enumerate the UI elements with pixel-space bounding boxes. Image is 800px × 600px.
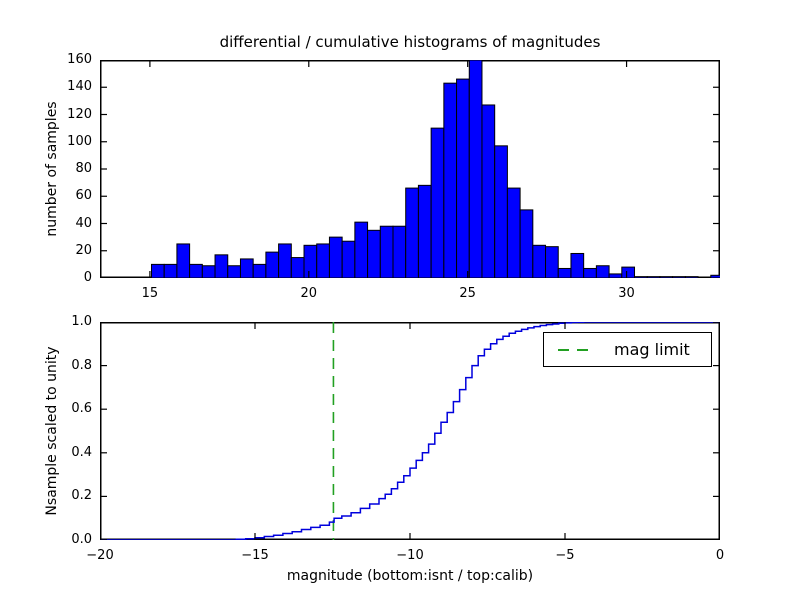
histogram-bar <box>646 276 661 278</box>
histogram-bar <box>672 276 686 278</box>
tick-label: 20 <box>300 286 318 301</box>
histogram-bar <box>443 82 458 278</box>
histogram-bar <box>430 127 445 278</box>
tick-label: 80 <box>75 161 92 176</box>
histogram-bar <box>239 258 254 278</box>
top-axes-differential-histogram <box>100 60 720 278</box>
histogram-bar <box>634 276 648 278</box>
tick-label: 40 <box>75 215 92 231</box>
histogram-bar <box>227 265 241 278</box>
tick-label: 100 <box>67 133 92 149</box>
histogram-bar <box>595 265 610 278</box>
tick-label: 0.0 <box>71 532 92 547</box>
histogram-bar <box>519 209 534 278</box>
tick-label: 0.8 <box>71 357 92 373</box>
tick-label: 1.0 <box>71 314 92 329</box>
histogram-bar <box>506 187 521 278</box>
bottom-axes-cumulative-histogram <box>100 322 720 540</box>
histogram-bar <box>405 187 419 278</box>
bottom-y-axis-label: Nsample scaled to unity <box>44 346 60 516</box>
histogram-bar <box>417 184 432 278</box>
dashed-line-sample <box>558 348 596 351</box>
histogram-bar <box>583 267 597 278</box>
tick-marks <box>100 322 720 540</box>
histogram-bar <box>150 263 165 278</box>
histogram-bar <box>316 243 330 278</box>
histogram-bar <box>303 244 318 278</box>
histogram-bar <box>684 276 699 278</box>
histogram-bar <box>570 252 585 278</box>
tick-label: −5 <box>555 548 575 563</box>
histogram-bar <box>392 225 407 278</box>
histogram-bar <box>468 60 483 278</box>
cumulative-curve <box>100 322 720 540</box>
histogram-bar <box>367 229 381 278</box>
histogram-bar <box>608 273 623 278</box>
histogram-bar <box>532 244 547 278</box>
histogram-bar <box>214 254 229 278</box>
tick-label: 160 <box>67 52 92 67</box>
tick-label: 60 <box>75 188 92 204</box>
histogram-bar <box>354 221 369 278</box>
tick-label: 120 <box>67 106 92 122</box>
tick-label: 15 <box>141 286 159 301</box>
histogram-bar <box>278 243 292 278</box>
tick-label: 140 <box>67 79 92 95</box>
tick-label: 30 <box>618 286 635 301</box>
tick-label: 0.6 <box>71 401 92 417</box>
legend-label: mag limit <box>614 340 690 359</box>
histogram-bar <box>379 225 394 278</box>
tick-label: −10 <box>396 548 424 563</box>
histogram-bar <box>163 263 178 278</box>
histogram-bar <box>481 104 496 278</box>
tick-label: 25 <box>459 286 476 301</box>
histogram-bar <box>290 257 305 278</box>
histogram-bar <box>456 78 470 278</box>
bottom-x-axis-label: magnitude (bottom:isnt / top:calib) <box>286 568 534 584</box>
histogram-bar <box>265 251 280 278</box>
histogram-bar <box>494 145 508 278</box>
tick-label: −15 <box>241 548 269 563</box>
histogram-bar <box>341 240 356 278</box>
histogram-bar <box>176 243 191 278</box>
tick-label: 0.2 <box>71 488 92 504</box>
tick-label: −20 <box>86 548 114 563</box>
histogram-bar <box>659 276 674 278</box>
legend: mag limit <box>543 332 712 367</box>
histogram-bars <box>150 60 720 278</box>
tick-marks <box>100 60 720 278</box>
histogram-bar <box>328 236 343 278</box>
histogram-bar <box>189 263 203 278</box>
figure-title: differential / cumulative histograms of … <box>219 33 601 51</box>
histogram-bar <box>545 246 559 278</box>
histogram-bar <box>557 267 572 278</box>
tick-label: 0.4 <box>71 444 92 460</box>
histogram-bar <box>201 265 216 278</box>
tick-label: 0 <box>715 548 725 563</box>
histogram-bar <box>252 263 267 278</box>
tick-label: 0 <box>83 270 92 285</box>
tick-label: 20 <box>75 242 92 258</box>
histogram-bar <box>621 266 636 278</box>
